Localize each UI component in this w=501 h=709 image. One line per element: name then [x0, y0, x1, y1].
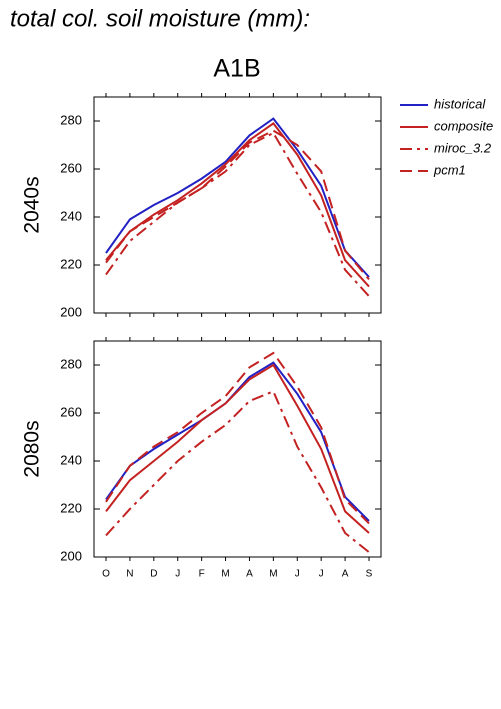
legend-label: composite [434, 118, 493, 133]
x-tick-label: J [295, 569, 300, 580]
x-tick-label: M [221, 569, 229, 580]
legend-label: pcm1 [433, 162, 466, 177]
x-tick-label: J [319, 569, 324, 580]
legend-label: miroc_3.2 [434, 140, 492, 155]
y-tick-label: 220 [60, 256, 82, 271]
y-tick-label: 200 [60, 304, 82, 319]
plot-frame [93, 96, 382, 314]
series-line [105, 363, 370, 534]
y-tick-label: 260 [60, 404, 82, 419]
series-line [105, 129, 370, 281]
plot-frame [93, 340, 382, 558]
x-tick-label: A [246, 569, 253, 580]
series-line [105, 361, 370, 522]
x-tick-label: O [102, 569, 110, 580]
series-line [105, 131, 370, 297]
y-tick-label: 240 [60, 452, 82, 467]
y-tick-label: 260 [60, 160, 82, 175]
y-tick-label: 220 [60, 500, 82, 515]
y-axis-label: 2040s [21, 176, 44, 233]
figure-title: total col. soil moisture (mm): [10, 5, 310, 32]
series-line [105, 122, 370, 288]
y-axis-label: 2080s [21, 420, 44, 477]
y-tick-label: 240 [60, 208, 82, 223]
x-tick-label: F [199, 569, 205, 580]
x-tick-label: D [150, 569, 157, 580]
y-tick-label: 280 [60, 112, 82, 127]
x-tick-label: S [366, 569, 373, 580]
x-tick-label: A [342, 569, 349, 580]
figure-subtitle: A1B [213, 55, 260, 83]
y-tick-label: 280 [60, 356, 82, 371]
y-tick-label: 200 [60, 548, 82, 563]
x-tick-label: J [175, 569, 180, 580]
series-line [105, 390, 370, 553]
x-tick-label: M [269, 569, 277, 580]
series-line [105, 351, 370, 525]
legend-label: historical [434, 96, 486, 111]
series-line [105, 117, 370, 278]
x-tick-label: N [126, 569, 133, 580]
